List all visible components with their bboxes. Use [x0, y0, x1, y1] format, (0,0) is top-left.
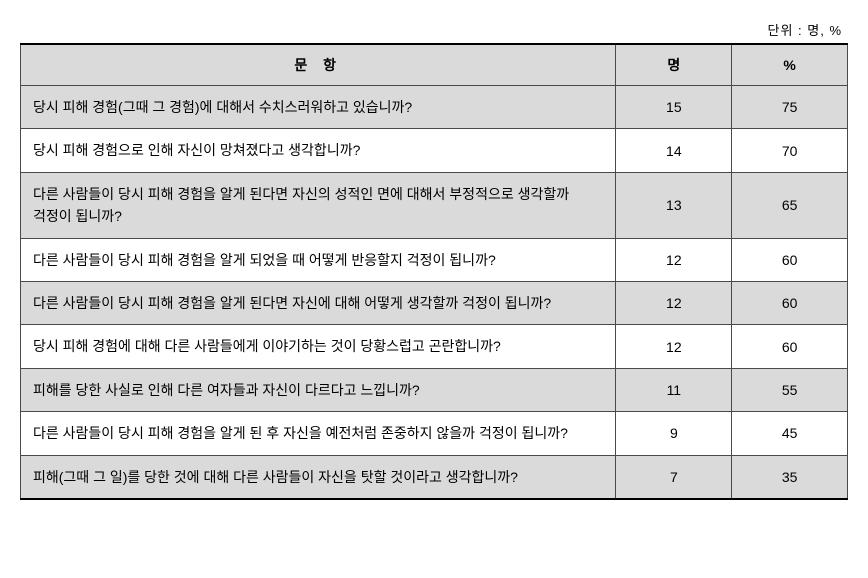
- cell-count: 15: [616, 86, 732, 129]
- cell-question: 다른 사람들이 당시 피해 경험을 알게 된 후 자신을 예전처럼 존중하지 않…: [21, 412, 616, 455]
- table-row: 당시 피해 경험에 대해 다른 사람들에게 이야기하는 것이 당황스럽고 곤란합…: [21, 325, 848, 368]
- cell-question: 다른 사람들이 당시 피해 경험을 알게 되었을 때 어떻게 반응할지 걱정이 …: [21, 238, 616, 281]
- cell-percent: 65: [732, 172, 848, 238]
- cell-count: 13: [616, 172, 732, 238]
- table-row: 다른 사람들이 당시 피해 경험을 알게 되었을 때 어떻게 반응할지 걱정이 …: [21, 238, 848, 281]
- cell-question: 당시 피해 경험으로 인해 자신이 망쳐졌다고 생각합니까?: [21, 129, 616, 172]
- cell-percent: 55: [732, 368, 848, 411]
- cell-question: 당시 피해 경험(그때 그 경험)에 대해서 수치스러워하고 있습니까?: [21, 86, 616, 129]
- table-row: 당시 피해 경험(그때 그 경험)에 대해서 수치스러워하고 있습니까?1575: [21, 86, 848, 129]
- cell-count: 12: [616, 281, 732, 324]
- col-header-count: 명: [616, 44, 732, 86]
- cell-percent: 70: [732, 129, 848, 172]
- cell-count: 12: [616, 238, 732, 281]
- cell-percent: 35: [732, 455, 848, 499]
- cell-question: 당시 피해 경험에 대해 다른 사람들에게 이야기하는 것이 당황스럽고 곤란합…: [21, 325, 616, 368]
- table-row: 피해를 당한 사실로 인해 다른 여자들과 자신이 다르다고 느낍니까?1155: [21, 368, 848, 411]
- survey-table: 문 항 명 % 당시 피해 경험(그때 그 경험)에 대해서 수치스러워하고 있…: [20, 43, 848, 500]
- cell-count: 7: [616, 455, 732, 499]
- col-header-question: 문 항: [21, 44, 616, 86]
- cell-count: 11: [616, 368, 732, 411]
- cell-count: 12: [616, 325, 732, 368]
- cell-percent: 60: [732, 325, 848, 368]
- cell-question: 피해를 당한 사실로 인해 다른 여자들과 자신이 다르다고 느낍니까?: [21, 368, 616, 411]
- col-header-percent: %: [732, 44, 848, 86]
- cell-count: 9: [616, 412, 732, 455]
- table-row: 당시 피해 경험으로 인해 자신이 망쳐졌다고 생각합니까?1470: [21, 129, 848, 172]
- cell-question: 다른 사람들이 당시 피해 경험을 알게 된다면 자신에 대해 어떻게 생각할까…: [21, 281, 616, 324]
- cell-percent: 60: [732, 238, 848, 281]
- cell-percent: 45: [732, 412, 848, 455]
- unit-label: 단위 : 명, %: [20, 20, 848, 39]
- table-row: 다른 사람들이 당시 피해 경험을 알게 된다면 자신의 성적인 면에 대해서 …: [21, 172, 848, 238]
- table-row: 다른 사람들이 당시 피해 경험을 알게 된 후 자신을 예전처럼 존중하지 않…: [21, 412, 848, 455]
- table-header-row: 문 항 명 %: [21, 44, 848, 86]
- cell-percent: 75: [732, 86, 848, 129]
- table-row: 다른 사람들이 당시 피해 경험을 알게 된다면 자신에 대해 어떻게 생각할까…: [21, 281, 848, 324]
- cell-question: 피해(그때 그 일)를 당한 것에 대해 다른 사람들이 자신을 탓할 것이라고…: [21, 455, 616, 499]
- cell-question: 다른 사람들이 당시 피해 경험을 알게 된다면 자신의 성적인 면에 대해서 …: [21, 172, 616, 238]
- table-row: 피해(그때 그 일)를 당한 것에 대해 다른 사람들이 자신을 탓할 것이라고…: [21, 455, 848, 499]
- cell-count: 14: [616, 129, 732, 172]
- cell-percent: 60: [732, 281, 848, 324]
